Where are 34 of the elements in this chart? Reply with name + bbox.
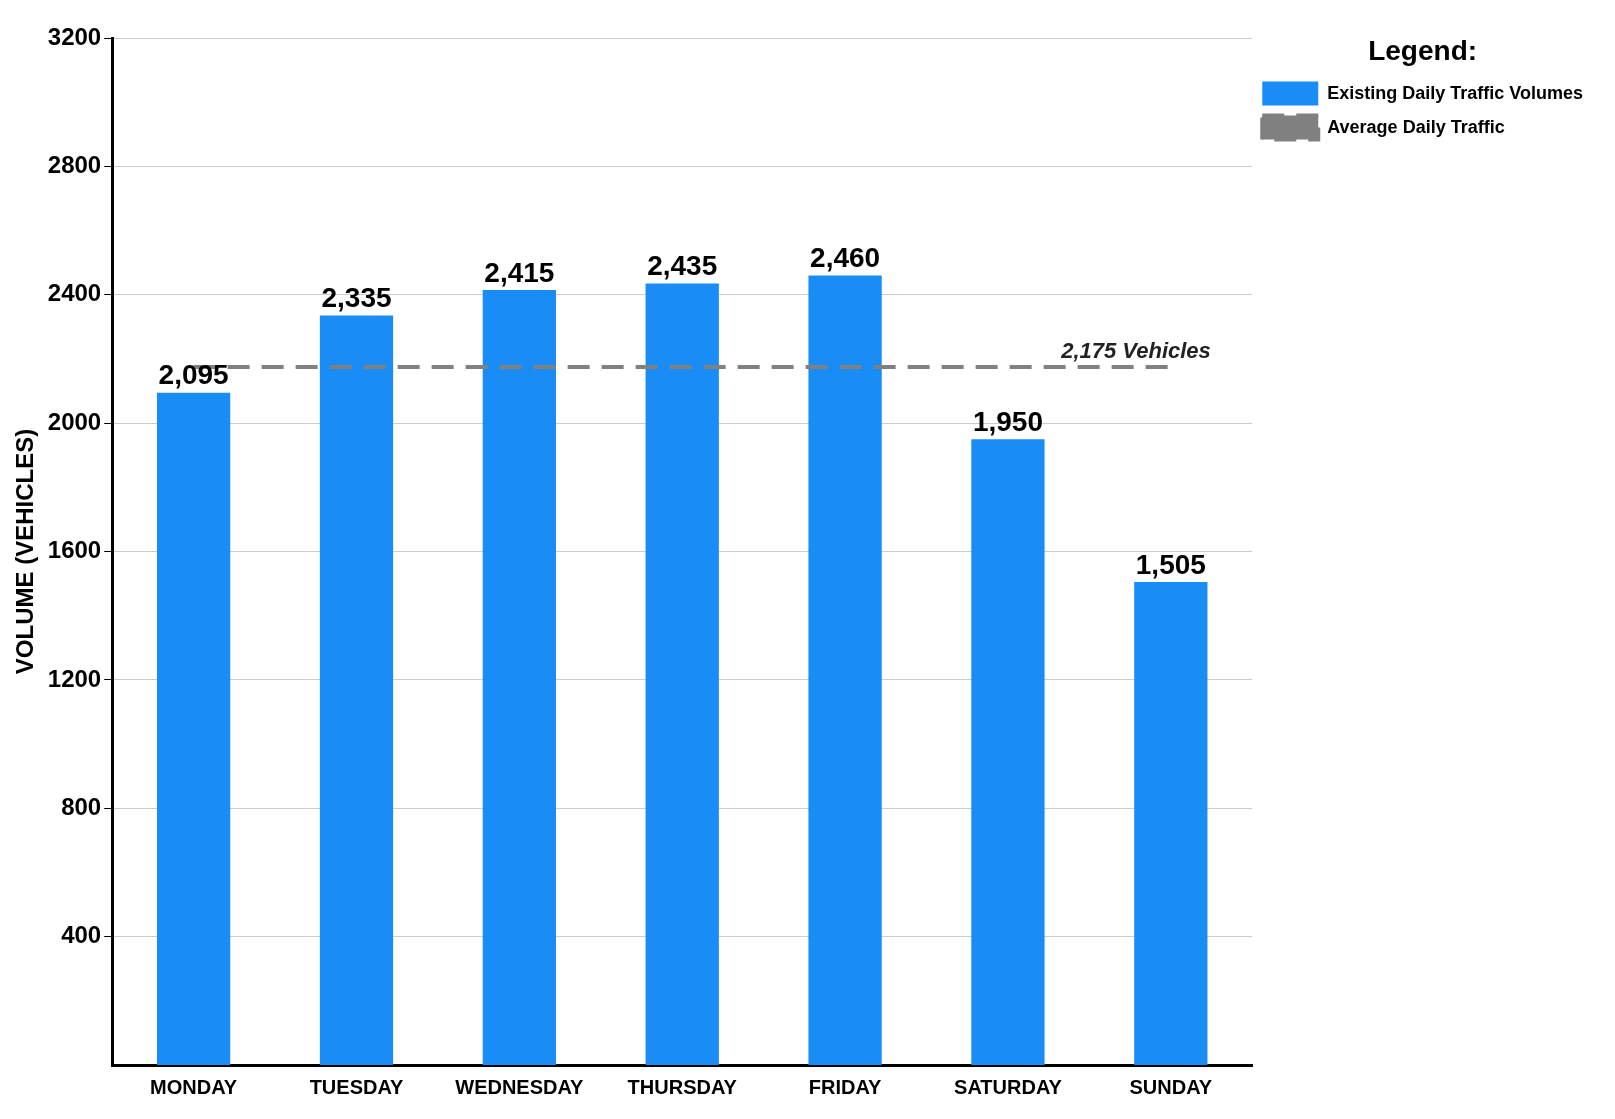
data-label: 2,460 — [810, 242, 881, 274]
y-tick-label: 2400 — [47, 279, 102, 307]
legend-title: Legend: — [1368, 34, 1478, 66]
legend-label: Average Daily Traffic — [1327, 116, 1505, 137]
data-label: 2,095 — [158, 359, 229, 391]
y-tick-label: 2000 — [47, 407, 102, 435]
x-tick-label: TUESDAY — [309, 1075, 405, 1098]
bar — [1134, 581, 1208, 1065]
bar — [645, 283, 719, 1065]
x-tick-label: WEDNESDAY — [455, 1075, 585, 1098]
data-label: 2,415 — [484, 256, 555, 288]
legend-label: Existing Daily Traffic Volumes — [1327, 82, 1584, 103]
x-tick-label: SATURDAY — [954, 1075, 1063, 1098]
data-label: 1,505 — [1135, 548, 1206, 580]
y-tick-label: 2800 — [47, 151, 102, 178]
y-axis-title: VOLUME (VEHICLES) — [11, 428, 39, 675]
y-tick-label: 1600 — [47, 536, 102, 564]
x-tick-label: MONDAY — [150, 1075, 238, 1098]
data-label: 1,950 — [972, 405, 1043, 437]
bar — [482, 289, 556, 1065]
data-label: 2,435 — [647, 250, 718, 282]
x-tick-label: SUNDAY — [1129, 1075, 1213, 1098]
data-label: 2,335 — [321, 282, 392, 314]
bar — [319, 315, 394, 1065]
annotation: 2,175 Vehicles — [1060, 338, 1211, 364]
bar — [971, 439, 1045, 1065]
y-tick-label: 400 — [61, 921, 102, 949]
bar — [156, 392, 231, 1065]
x-tick-label: THURSDAY — [627, 1075, 738, 1098]
y-tick-label: 1200 — [47, 664, 102, 692]
bar — [808, 275, 882, 1065]
y-tick-label: 3200 — [47, 22, 102, 50]
y-tick-label: 800 — [61, 792, 102, 820]
x-tick-label: FRIDAY — [808, 1075, 883, 1098]
